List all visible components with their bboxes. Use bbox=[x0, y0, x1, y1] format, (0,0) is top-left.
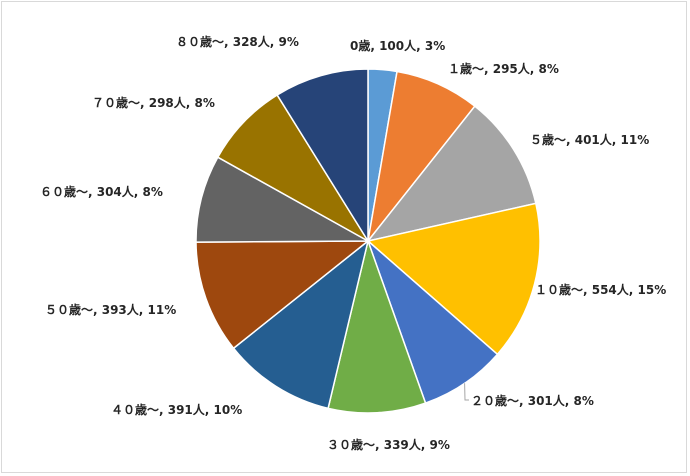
data-labels: 0歳, 100人, 3%１歳～, 295人, 8% ５歳～, 401人, 11% １… bbox=[40, 34, 666, 452]
data-label: １０歳～, 554人, 15% bbox=[535, 282, 666, 297]
data-label: １歳～, 295人, 8% bbox=[448, 61, 559, 76]
data-label: ４０歳～, 391人, 10% bbox=[111, 402, 242, 417]
data-label: ７０歳～, 298人, 8% bbox=[92, 95, 215, 110]
pie-slice bbox=[195, 156, 371, 243]
data-label: ２０歳～, 301人, 8% bbox=[471, 393, 594, 408]
pie-slice bbox=[366, 238, 499, 405]
pie-slice bbox=[232, 239, 370, 410]
data-label: ３０歳～, 339人, 9% bbox=[327, 437, 450, 452]
data-label: ６０歳～, 304人, 8% bbox=[40, 184, 163, 199]
leader-line bbox=[464, 383, 469, 401]
data-label: ５歳～, 401人, 11% bbox=[530, 132, 649, 147]
pie-slice bbox=[195, 240, 371, 350]
pie-slice bbox=[327, 238, 427, 414]
pie-slice bbox=[366, 202, 541, 356]
data-label: ８０歳～, 328人, 9% bbox=[176, 34, 299, 49]
data-label: 0歳, 100人, 3% bbox=[350, 38, 445, 53]
data-label: ５０歳～, 393人, 11% bbox=[45, 302, 176, 317]
pie-slices bbox=[195, 68, 541, 414]
pie-slice bbox=[366, 105, 537, 243]
leader-lines bbox=[464, 383, 469, 401]
pie-slice bbox=[276, 68, 369, 244]
